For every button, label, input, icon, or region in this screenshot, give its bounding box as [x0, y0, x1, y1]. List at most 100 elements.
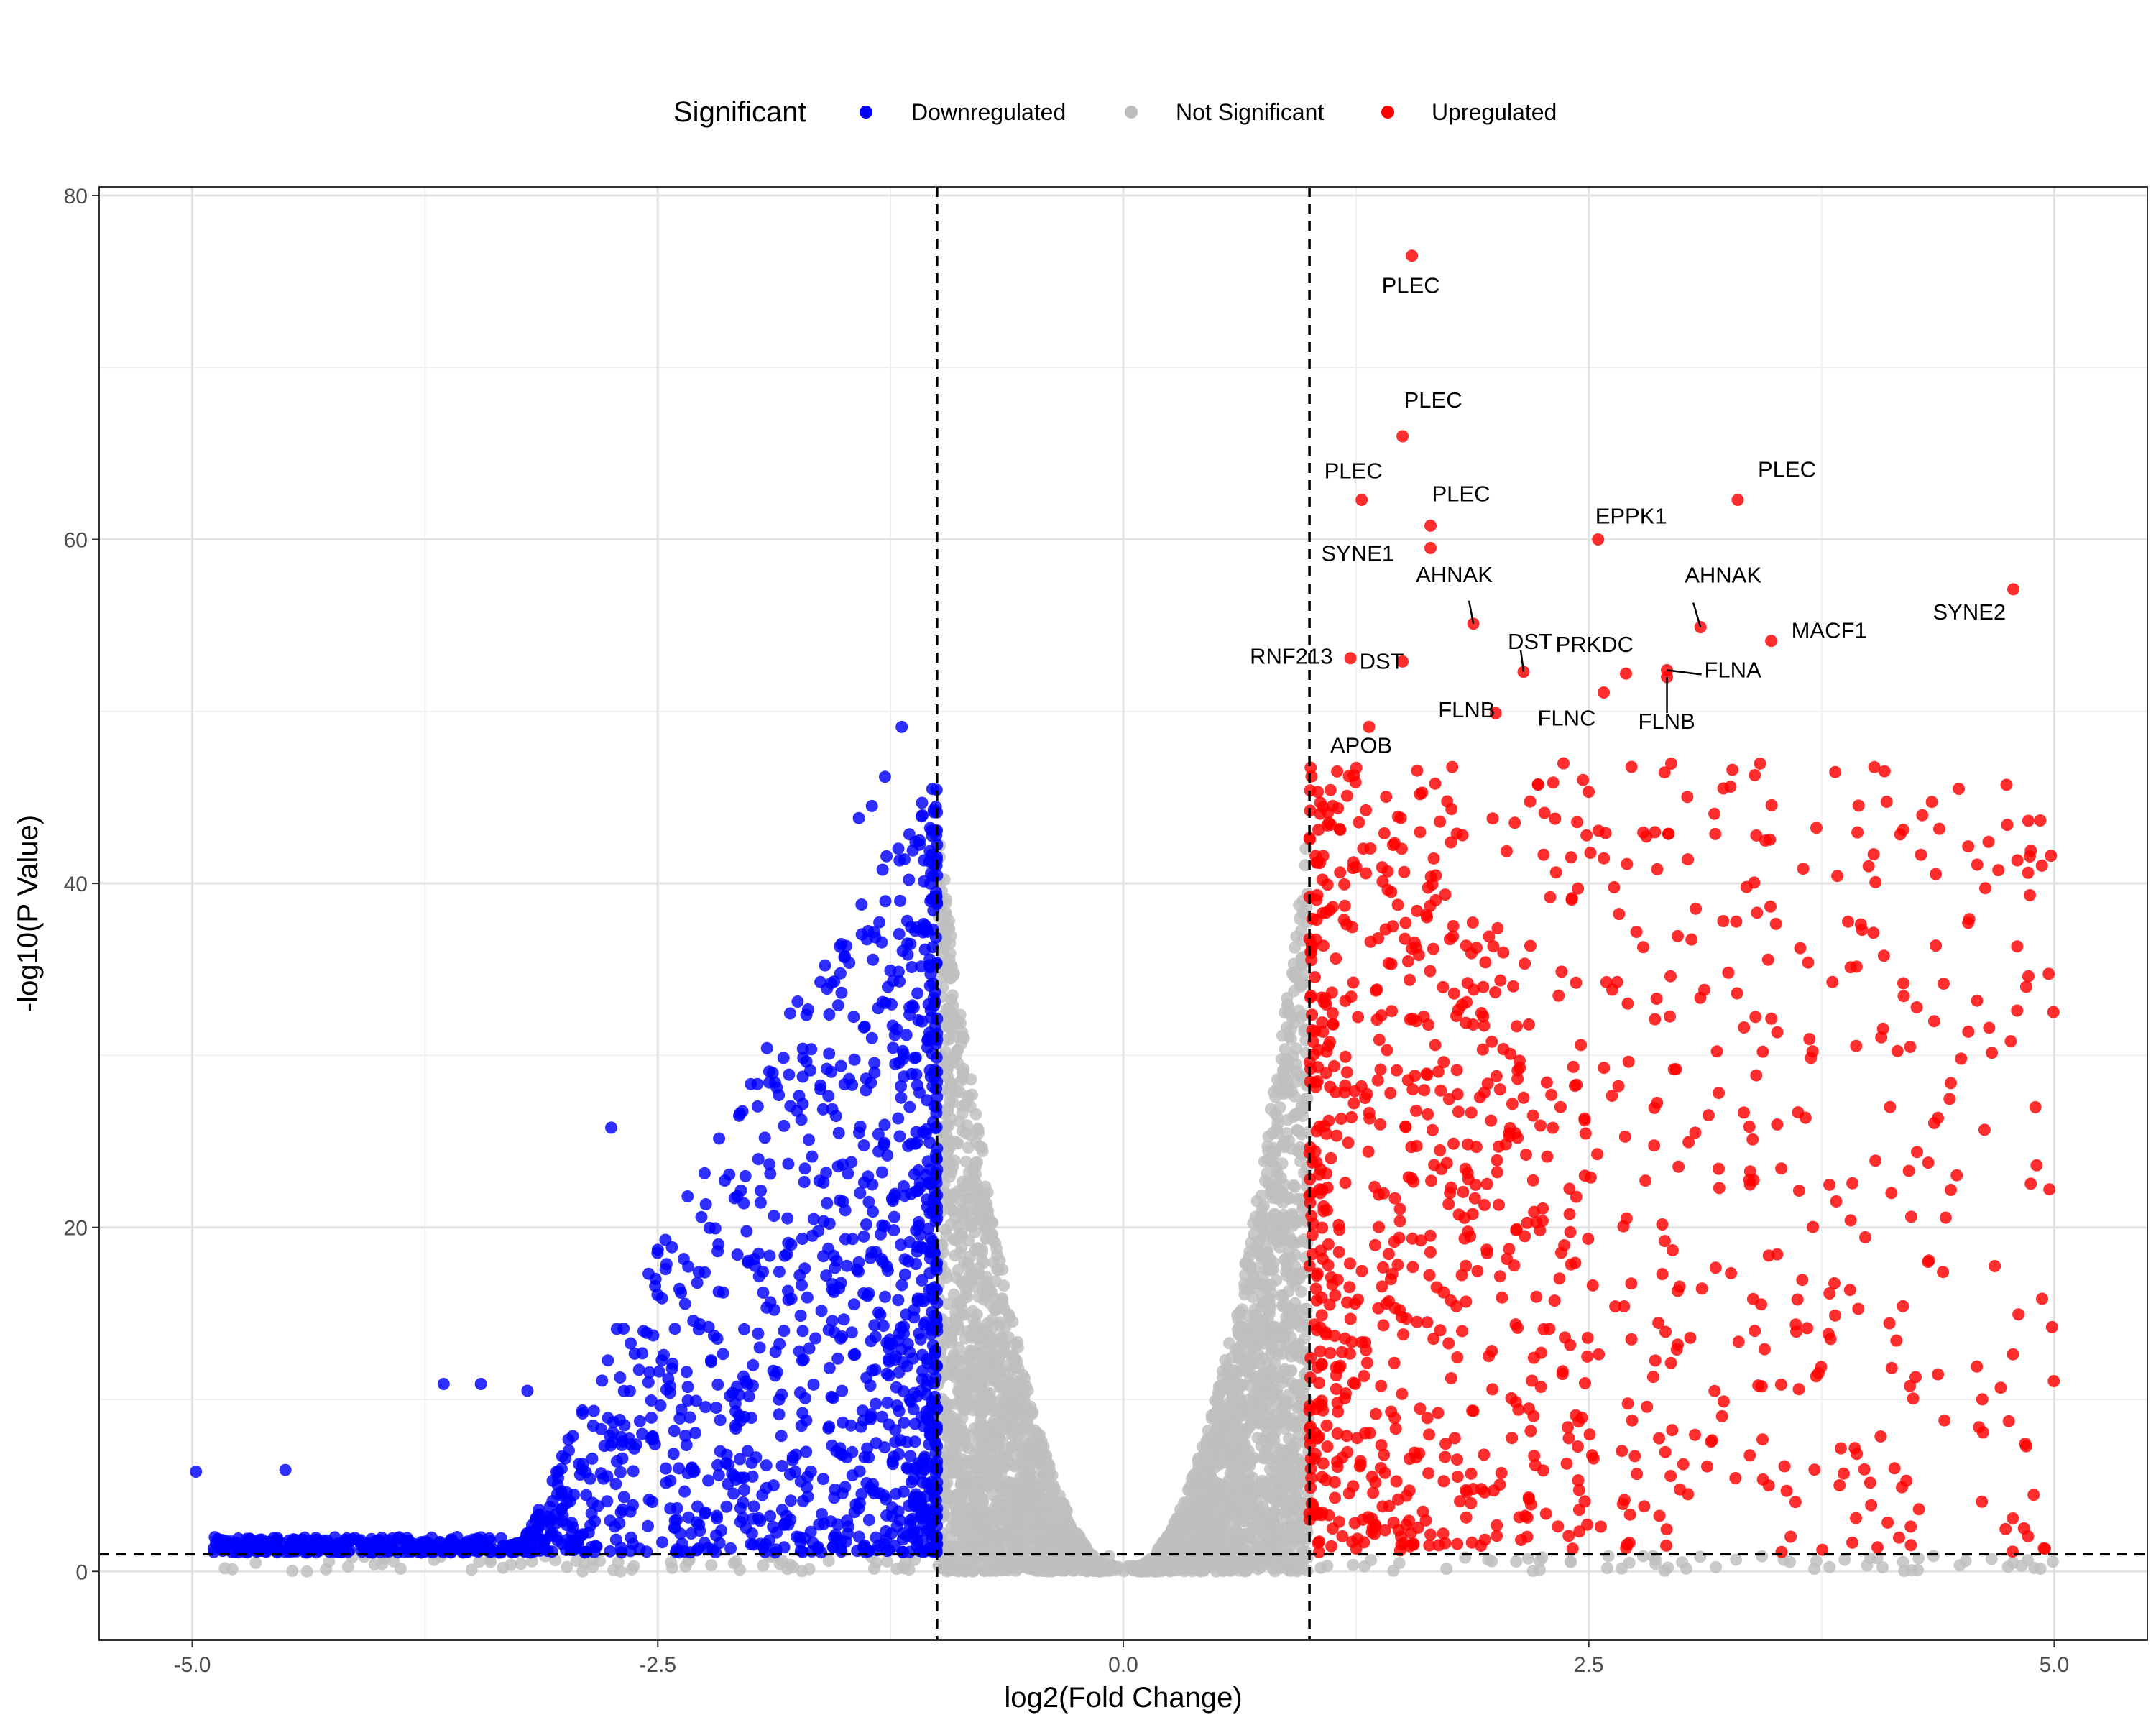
point-not-significant: [952, 1341, 965, 1354]
point-downregulated: [794, 1310, 807, 1322]
point-downregulated: [441, 1540, 454, 1553]
point-downregulated: [909, 1499, 922, 1512]
point-not-significant: [990, 1242, 1003, 1255]
point-downregulated: [719, 1174, 731, 1187]
point-downregulated: [876, 863, 889, 876]
point-not-significant: [1225, 1502, 1238, 1514]
point-downregulated: [778, 1518, 791, 1530]
point-not-significant: [249, 1556, 262, 1569]
point-not-significant: [962, 1517, 975, 1530]
point-not-significant: [1233, 1353, 1245, 1365]
point-downregulated: [768, 1210, 780, 1223]
point-downregulated: [437, 1378, 450, 1390]
point-downregulated: [689, 1427, 701, 1440]
point-not-significant: [1020, 1380, 1033, 1393]
point-not-significant: [984, 1349, 997, 1362]
point-not-significant: [1241, 1259, 1254, 1272]
point-not-significant: [1245, 1350, 1258, 1363]
point-downregulated: [898, 1070, 911, 1083]
point-not-significant: [1250, 1558, 1263, 1571]
point-downregulated: [835, 938, 848, 950]
point-downregulated: [791, 995, 804, 1008]
point-downregulated: [586, 1452, 599, 1465]
point-downregulated: [923, 1423, 936, 1436]
point-not-significant: [368, 1558, 381, 1570]
point-downregulated: [610, 1455, 623, 1468]
point-downregulated: [782, 1157, 795, 1170]
point-downregulated: [238, 1539, 251, 1552]
point-downregulated: [829, 1261, 842, 1274]
point-not-significant: [1265, 1431, 1278, 1444]
point-downregulated: [822, 1242, 835, 1255]
point-not-significant: [978, 1550, 991, 1563]
point-not-significant: [1067, 1550, 1080, 1563]
point-not-significant: [1912, 1563, 1924, 1576]
point-not-significant: [1299, 1332, 1311, 1345]
point-not-significant: [1282, 1388, 1295, 1401]
point-downregulated: [862, 1451, 875, 1464]
point-not-significant: [1285, 1350, 1298, 1363]
point-downregulated: [894, 894, 907, 907]
point-downregulated: [729, 1419, 742, 1432]
point-not-significant: [1290, 1562, 1303, 1575]
point-downregulated: [893, 928, 906, 940]
point-not-significant: [980, 1232, 992, 1245]
point-not-significant: [1192, 1499, 1204, 1512]
point-downregulated: [829, 1110, 842, 1123]
point-downregulated: [628, 1442, 641, 1455]
point-downregulated: [742, 1390, 755, 1403]
point-downregulated: [803, 1342, 816, 1355]
point-not-significant: [950, 1466, 963, 1479]
point-downregulated: [857, 1176, 870, 1189]
point-downregulated: [872, 1002, 885, 1015]
point-downregulated: [901, 937, 914, 950]
point-not-significant: [1026, 1408, 1038, 1421]
point-not-significant: [1387, 1564, 1400, 1577]
point-downregulated: [903, 873, 916, 886]
point-not-significant: [1299, 859, 1312, 872]
point-not-significant: [1959, 1555, 1972, 1568]
point-not-significant: [971, 1156, 983, 1169]
point-downregulated: [752, 1327, 765, 1340]
point-downregulated: [878, 770, 891, 783]
point-downregulated: [714, 1414, 727, 1427]
point-downregulated: [656, 1536, 668, 1549]
point-not-significant: [1263, 1451, 1276, 1464]
point-downregulated: [803, 1133, 815, 1146]
point-not-significant: [944, 1137, 957, 1150]
point-not-significant: [949, 1455, 962, 1468]
point-not-significant: [1181, 1496, 1194, 1509]
point-not-significant: [974, 1213, 987, 1226]
point-downregulated: [892, 1112, 905, 1125]
point-not-significant: [955, 1374, 968, 1387]
point-downregulated: [699, 1198, 712, 1210]
point-downregulated: [767, 1479, 780, 1492]
point-not-significant: [980, 1430, 992, 1443]
point-downregulated: [905, 1137, 918, 1150]
point-not-significant: [978, 1565, 991, 1578]
point-downregulated: [279, 1463, 292, 1476]
point-not-significant: [1290, 1042, 1303, 1055]
point-downregulated: [801, 1490, 814, 1503]
point-not-significant: [959, 1282, 972, 1295]
point-downregulated: [648, 1438, 661, 1450]
point-not-significant: [1261, 1293, 1274, 1306]
point-downregulated: [627, 1465, 640, 1478]
point-downregulated: [804, 1064, 816, 1077]
point-not-significant: [959, 1155, 972, 1168]
point-not-significant: [627, 1560, 640, 1573]
point-not-significant: [996, 1331, 1009, 1344]
point-not-significant: [1565, 1555, 1577, 1568]
point-downregulated: [831, 999, 844, 1012]
point-not-significant: [1291, 1124, 1304, 1137]
point-upregulated: [1669, 1063, 1682, 1076]
point-downregulated: [625, 1531, 637, 1544]
point-downregulated: [924, 1541, 937, 1554]
point-not-significant: [1050, 1530, 1063, 1542]
point-downregulated: [587, 1404, 600, 1417]
point-not-significant: [1264, 1103, 1277, 1116]
point-downregulated: [867, 1205, 879, 1218]
point-downregulated: [908, 1472, 921, 1485]
point-downregulated: [760, 1041, 773, 1054]
point-downregulated: [190, 1466, 203, 1478]
